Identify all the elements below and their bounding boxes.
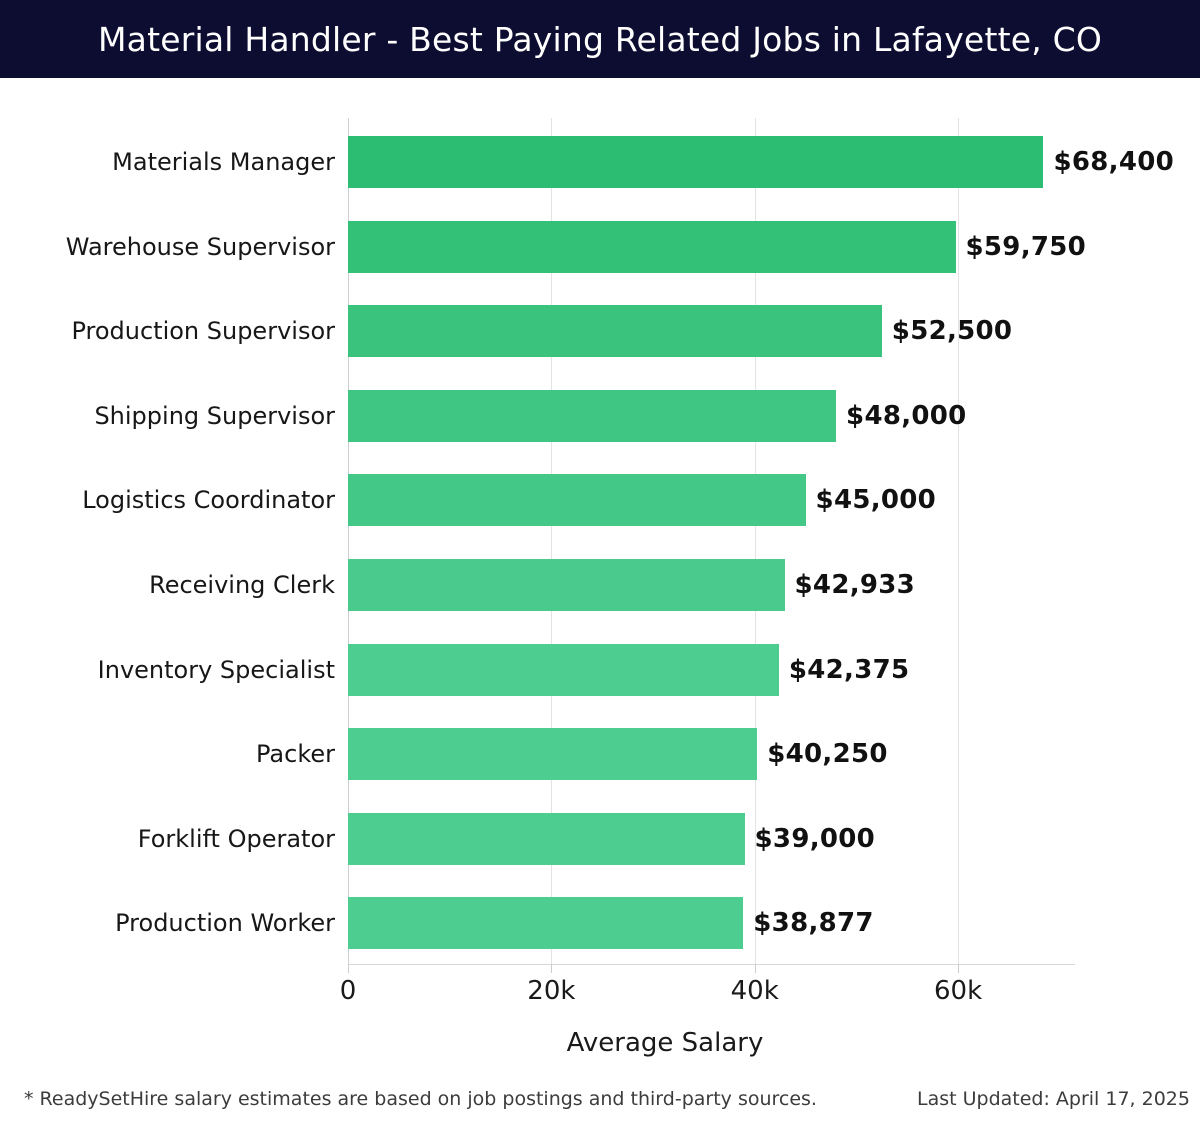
category-label: Logistics Coordinator [82, 486, 335, 515]
bar-row: Production Supervisor $52,500 [0, 305, 1200, 358]
category-label: Shipping Supervisor [94, 401, 335, 430]
footer-disclaimer: * ReadySetHire salary estimates are base… [24, 1088, 817, 1110]
chart-header: Material Handler - Best Paying Related J… [0, 0, 1200, 78]
bar-row: Receiving Clerk $42,933 [0, 559, 1200, 611]
x-tick-label: 0 [339, 976, 357, 1006]
bar-row: Shipping Supervisor $48,000 [0, 389, 1200, 442]
x-axis-title-text: Average Salary [566, 1028, 764, 1058]
gridline [551, 118, 553, 964]
bar-row: Materials Manager $68,400 [0, 136, 1200, 188]
page-title: Material Handler - Best Paying Related J… [97, 19, 1103, 59]
bar [348, 389, 837, 442]
x-tick-mark [551, 964, 553, 973]
bar-value-label: $42,933 [794, 570, 916, 600]
bar-value-label: $38,877 [753, 908, 874, 939]
category-label: Inventory Specialist [97, 655, 335, 684]
bar-value-label: $42,375 [788, 654, 910, 685]
bar-row: Inventory Specialist $42,375 [0, 643, 1200, 696]
bar-value-label: $59,750 [965, 231, 1087, 262]
bar-row: Logistics Coordinator $45,000 [0, 474, 1200, 527]
category-label: Packer [256, 740, 335, 769]
bar-value-label: $68,400 [1053, 147, 1174, 177]
bar [348, 559, 785, 611]
category-label: Materials Manager [112, 148, 335, 176]
bar-row: Production Worker $38,877 [0, 897, 1200, 950]
x-tick-label: 20k [527, 976, 576, 1006]
x-axis-line [348, 964, 1075, 965]
category-label: Production Worker [115, 909, 335, 938]
bar-row: Warehouse Supervisor $59,750 [0, 220, 1200, 273]
x-tick-label: 40k [730, 976, 779, 1006]
category-label: Forklift Operator [137, 824, 335, 853]
bar-row: Packer $40,250 [0, 728, 1200, 781]
bar [348, 305, 882, 358]
gridline [754, 118, 756, 964]
x-axis-title: Average Salary [0, 1028, 1200, 1058]
bar-value-label: $40,250 [767, 739, 888, 770]
y-axis-spine [348, 118, 349, 964]
bar [348, 728, 758, 781]
bar-chart: Materials Manager $68,400 Warehouse Superv… [0, 78, 1200, 1068]
category-label: Receiving Clerk [149, 571, 335, 599]
bar-value-label: $39,000 [754, 823, 876, 854]
gridline [958, 118, 960, 964]
bar [348, 643, 779, 696]
plot-area [348, 118, 1075, 964]
bar [348, 220, 956, 273]
category-label: Warehouse Supervisor [65, 232, 335, 261]
bar-value-label: $52,500 [891, 316, 1013, 347]
category-label: Production Supervisor [71, 317, 335, 346]
x-tick-mark [348, 964, 349, 973]
footer-last-updated: Last Updated: April 17, 2025 [916, 1088, 1190, 1110]
x-tick-mark [754, 964, 756, 973]
bar [348, 812, 745, 865]
bar-value-label: $48,000 [846, 400, 967, 431]
bar [348, 136, 1044, 188]
bar [348, 897, 744, 950]
x-tick-mark [958, 964, 960, 973]
bar [348, 474, 806, 527]
bar-value-label: $45,000 [815, 485, 937, 516]
x-tick-label: 60k [933, 976, 983, 1006]
bar-row: Forklift Operator $39,000 [0, 812, 1200, 865]
chart-footer: * ReadySetHire salary estimates are base… [0, 1088, 1200, 1140]
